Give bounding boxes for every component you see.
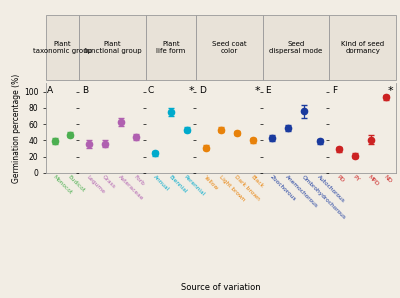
Text: Plant
life form: Plant life form	[156, 41, 186, 54]
Text: *: *	[188, 86, 194, 96]
Text: Source of variation: Source of variation	[181, 283, 261, 292]
Y-axis label: Germination percentage (%): Germination percentage (%)	[12, 74, 21, 183]
Text: B: B	[82, 86, 88, 95]
Text: Seed
dispersal mode: Seed dispersal mode	[269, 41, 323, 54]
Text: E: E	[265, 86, 271, 95]
Text: *: *	[388, 86, 393, 96]
Text: Plant
functional group: Plant functional group	[84, 41, 142, 54]
Text: A: A	[47, 86, 54, 95]
Text: D: D	[199, 86, 206, 95]
Text: *: *	[254, 86, 260, 96]
Text: Seed coat
color: Seed coat color	[212, 41, 247, 54]
Text: Kind of seed
dormancy: Kind of seed dormancy	[341, 41, 384, 54]
Text: F: F	[332, 86, 337, 95]
Text: C: C	[148, 86, 154, 95]
Text: Plant
taxonomic group: Plant taxonomic group	[33, 41, 92, 54]
